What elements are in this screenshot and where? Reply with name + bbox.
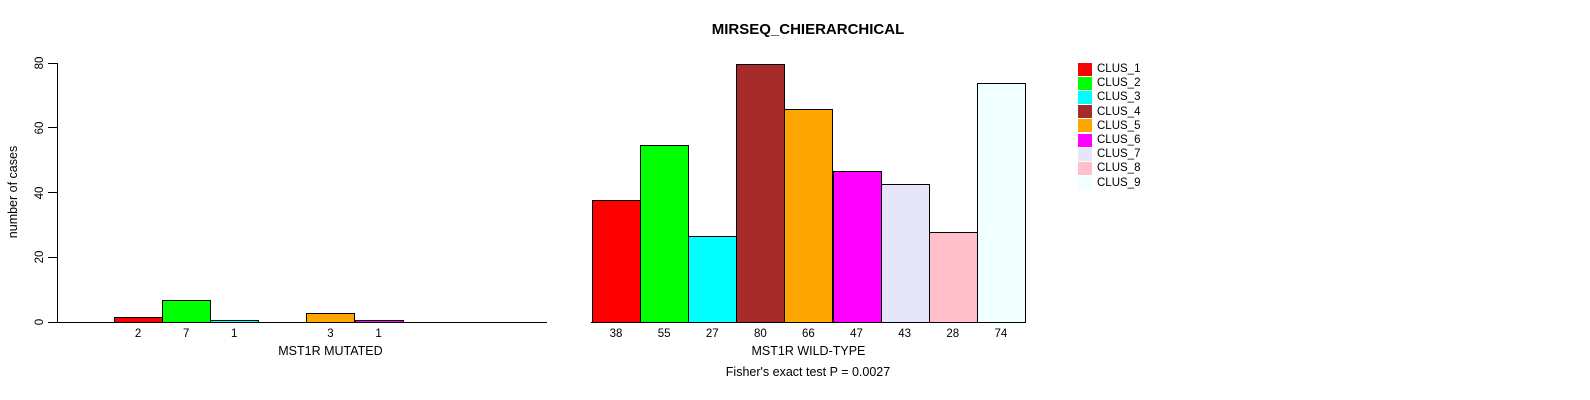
y-tick-mark — [48, 256, 57, 258]
legend-swatch-clus-4 — [1078, 105, 1092, 119]
y-tick-mark — [48, 192, 57, 193]
annotation-fisher-test: Fisher's exact test P = 0.0027 — [725, 365, 891, 379]
bar-mst1r-wild-type-clus-2 — [640, 145, 690, 323]
y-axis-line — [57, 63, 59, 323]
y-tick-mark — [48, 127, 57, 129]
bar-mst1r-wild-type-clus-5 — [784, 109, 834, 323]
legend-swatch-clus-2 — [1078, 76, 1092, 90]
legend-label: CLUS_7 — [1097, 148, 1141, 161]
legend-label: CLUS_2 — [1097, 77, 1141, 90]
legend-label: CLUS_8 — [1097, 162, 1141, 175]
y-tick-label: 80 — [34, 56, 46, 70]
y-axis-label: number of cases — [6, 145, 20, 239]
bar-value-label: 1 — [375, 328, 382, 340]
bar-value-label: 2 — [134, 328, 142, 340]
bar-value-label: 66 — [802, 328, 815, 340]
legend-item: CLUS_6 — [1078, 133, 1140, 147]
y-tick-label: 40 — [34, 186, 46, 199]
legend-item: CLUS_8 — [1078, 161, 1140, 175]
y-tick-mark — [48, 62, 57, 64]
bar-mst1r-mutated-clus-5 — [306, 313, 356, 323]
bar-mst1r-wild-type-clus-6 — [832, 171, 882, 323]
bar-mst1r-wild-type-clus-1 — [592, 200, 642, 323]
bar-value-label: 38 — [609, 328, 623, 340]
bar-mst1r-mutated-clus-2 — [162, 300, 212, 323]
y-tick-mark — [48, 321, 57, 323]
bar-mst1r-mutated-clus-1 — [114, 317, 164, 323]
x-axis-group-label: MST1R WILD-TYPE — [751, 344, 866, 358]
bar-mst1r-mutated-clus-6 — [354, 320, 404, 323]
bar-mst1r-wild-type-clus-3 — [688, 236, 738, 323]
y-tick-label: 60 — [34, 121, 46, 135]
legend-item: CLUS_5 — [1078, 119, 1140, 133]
bar-value-label: 27 — [705, 328, 719, 340]
y-tick-label: 0 — [34, 318, 46, 326]
bar-mst1r-wild-type-clus-9 — [976, 83, 1026, 323]
legend-item: CLUS_2 — [1078, 76, 1140, 90]
legend-label: CLUS_9 — [1097, 176, 1141, 189]
legend-item: CLUS_3 — [1078, 90, 1140, 104]
legend-swatch-clus-3 — [1078, 90, 1092, 104]
x-axis-group-label: MST1R MUTATED — [278, 344, 383, 358]
bar-value-label: 7 — [182, 328, 190, 340]
bar-value-label: 55 — [657, 328, 671, 340]
chart-title: MIRSEQ_CHIERARCHICAL — [711, 21, 905, 38]
legend-label: CLUS_6 — [1097, 134, 1141, 146]
bar-value-label: 74 — [994, 328, 1008, 340]
legend-swatch-clus-1 — [1078, 62, 1092, 76]
bar-value-label: 47 — [850, 328, 863, 340]
bar-mst1r-wild-type-clus-4 — [736, 64, 786, 323]
bar-value-label: 43 — [898, 328, 912, 340]
legend-label: CLUS_1 — [1097, 63, 1141, 75]
legend-swatch-clus-8 — [1078, 161, 1092, 175]
legend-swatch-clus-5 — [1078, 119, 1092, 133]
legend-item: CLUS_9 — [1078, 176, 1140, 190]
legend: CLUS_1 CLUS_2 CLUS_3 CLUS_4 CLUS_5 CLUS_6 CLUS… — [1078, 62, 1198, 194]
legend-swatch-clus-6 — [1078, 133, 1092, 147]
legend-label: CLUS_5 — [1097, 119, 1141, 132]
bar-value-label: 28 — [946, 328, 960, 340]
bar-mst1r-wild-type-clus-7 — [880, 184, 930, 323]
bar-value-label: 3 — [327, 328, 334, 340]
legend-swatch-clus-9 — [1078, 176, 1092, 190]
legend-swatch-clus-7 — [1078, 147, 1092, 161]
bar-value-label: 1 — [231, 328, 238, 340]
legend-item: CLUS_7 — [1078, 147, 1140, 161]
bar-value-label: 80 — [753, 328, 767, 340]
y-tick-label: 20 — [34, 250, 46, 264]
bar-mst1r-wild-type-clus-8 — [928, 232, 978, 323]
x-baseline — [57, 322, 547, 324]
legend-label: CLUS_4 — [1097, 105, 1141, 118]
bar-mst1r-mutated-clus-3 — [210, 320, 260, 323]
legend-item: CLUS_4 — [1078, 105, 1140, 119]
legend-label: CLUS_3 — [1097, 91, 1141, 104]
legend-item: CLUS_1 — [1078, 62, 1140, 76]
